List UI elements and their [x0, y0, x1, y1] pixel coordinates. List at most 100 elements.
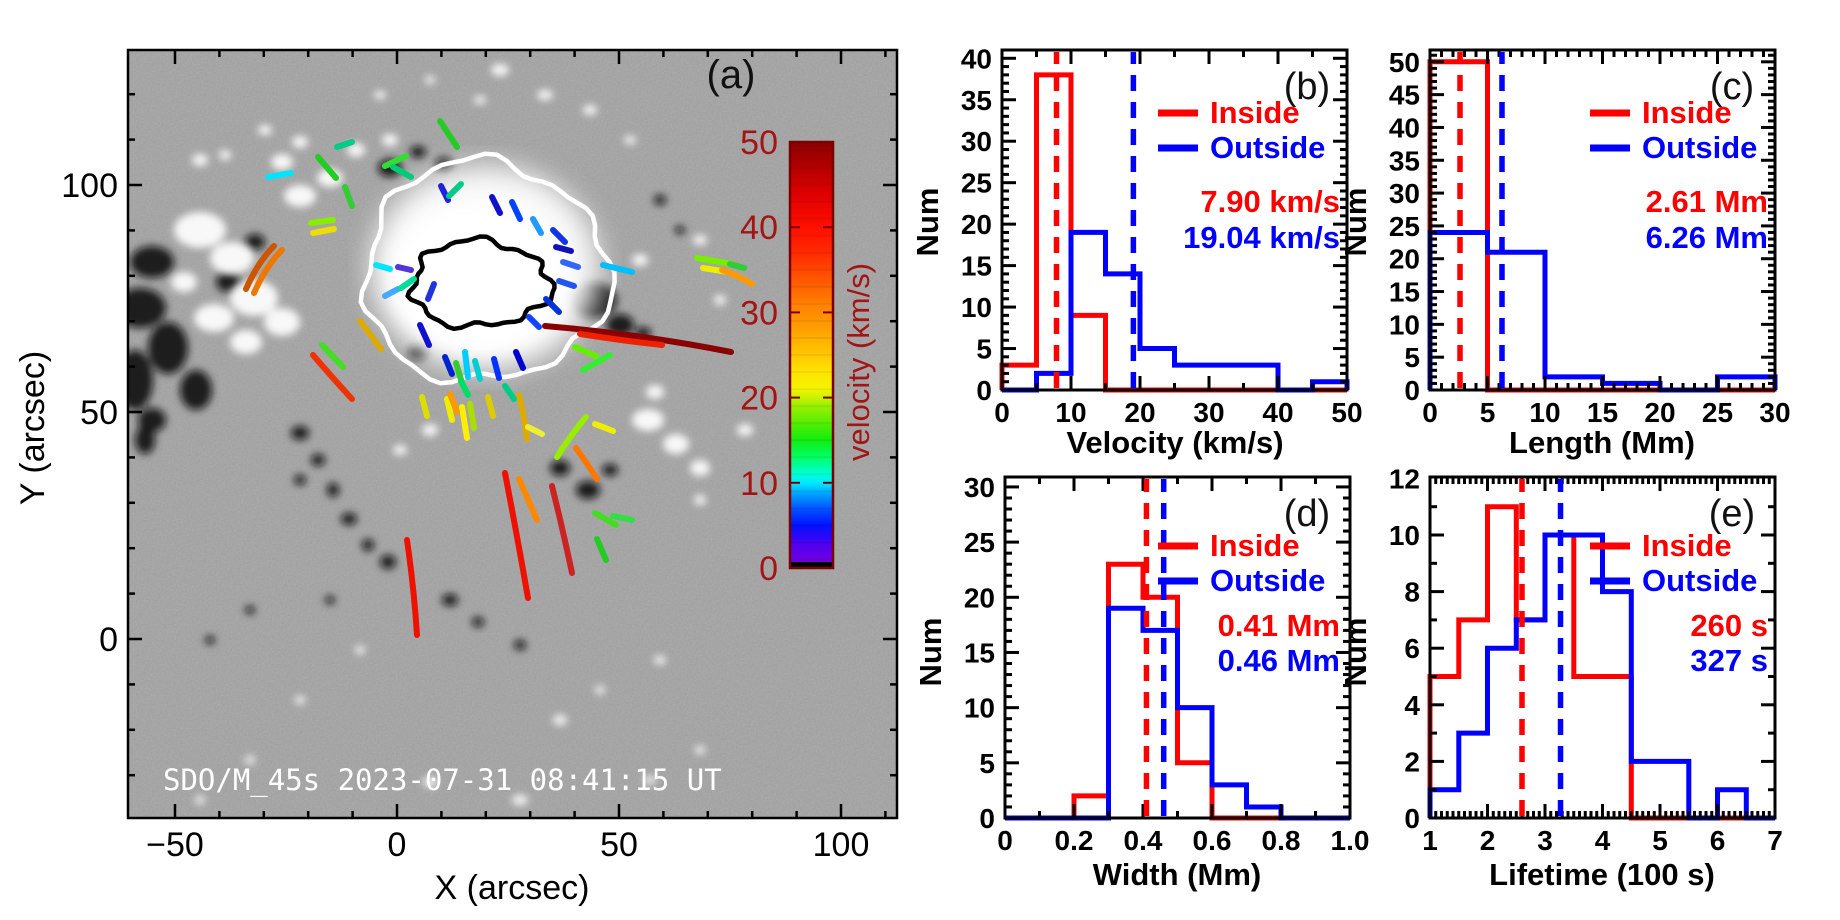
velocity-streak: [719, 267, 755, 287]
x-tick-label: 1: [1422, 825, 1438, 856]
y-tick-label: 5: [1404, 342, 1420, 373]
white-patch: [583, 105, 597, 115]
y-tick-label: 2: [1404, 746, 1420, 777]
velocity-streak: [373, 262, 393, 272]
colorbar-tick-label: 20: [740, 380, 778, 418]
y-tick-label: 0: [1404, 803, 1420, 834]
velocity-streak: [572, 344, 599, 359]
x-tick-label: 20: [1644, 397, 1675, 428]
x-tick-label: 50: [1331, 397, 1362, 428]
y-tick-label: 8: [1404, 577, 1420, 608]
y-tick-label: 50: [1389, 47, 1420, 78]
y-axis-title: Num: [1338, 618, 1373, 687]
white-patch: [553, 715, 567, 725]
y-tick-label: 30: [961, 126, 992, 157]
velocity-streak: [444, 396, 455, 423]
x-axis-title: Velocity (km/s): [1066, 425, 1283, 460]
velocity-streak: [592, 421, 616, 434]
velocity-streak: [554, 414, 589, 460]
mean-value-inside: 0.41 Mm: [1218, 608, 1340, 643]
velocity-streak: [458, 378, 471, 398]
white-patch: [295, 696, 305, 704]
white-patch: [694, 495, 706, 505]
velocity-streak: [446, 181, 464, 199]
white-patch: [210, 242, 254, 274]
velocity-streak: [395, 264, 414, 273]
hist-axes-c: [1428, 48, 1777, 392]
panel-a-caption: SDO/M_45s 2023-07-31 08:41:15 UT: [163, 763, 722, 798]
x-tick-label: 0: [997, 825, 1013, 856]
mean-value-inside: 260 s: [1690, 608, 1768, 643]
y-axis-title: Num: [913, 618, 948, 687]
velocity-streak: [577, 331, 665, 348]
velocity-streak: [462, 349, 471, 380]
y-tick-label: 10: [964, 693, 995, 724]
colorbar-tick-label: 10: [740, 465, 778, 503]
white-patch: [624, 136, 636, 144]
white-patch: [644, 776, 656, 784]
black-patch: [362, 539, 374, 551]
velocity-streak: [509, 199, 523, 222]
black-patch: [654, 195, 666, 205]
velocity-streaks: [243, 118, 755, 638]
velocity-streak: [502, 470, 531, 601]
panel-a-frame: [126, 48, 899, 820]
white-patch: [195, 796, 205, 804]
legend-label-inside: Inside: [1210, 528, 1300, 563]
y-tick-label: 0: [976, 375, 992, 406]
black-patch: [602, 464, 618, 476]
legend-label-outside: Outside: [1210, 563, 1325, 598]
colorbar-tick-label: 0: [759, 550, 778, 588]
velocity-streak: [516, 476, 540, 523]
x-tick-label: 7: [1767, 825, 1783, 856]
velocity-streak: [319, 342, 346, 370]
white-patch: [663, 434, 689, 454]
y-tick-label: 35: [1389, 145, 1420, 176]
white-patch: [474, 836, 486, 844]
y-tick-label: 15: [961, 251, 992, 282]
colorbar-tick-label: 30: [740, 294, 778, 332]
white-patch: [347, 143, 365, 157]
velocity-streak: [489, 194, 503, 216]
velocity-streak: [398, 276, 417, 291]
y-tick-label: 0: [979, 803, 995, 834]
black-patch: [380, 555, 396, 569]
velocity-streak: [553, 244, 574, 254]
velocity-streak: [334, 139, 355, 150]
y-tick-label: 0: [1404, 375, 1420, 406]
y-tick-label: 35: [961, 85, 992, 116]
velocity-streak: [417, 322, 432, 348]
y-tick-label: 4: [1404, 690, 1420, 721]
white-patch: [737, 424, 753, 436]
velocity-streak: [485, 394, 496, 419]
black-patch: [128, 288, 166, 328]
panel-a-ytick-label: 50: [80, 394, 118, 432]
white-patch: [284, 185, 316, 207]
legend-label-inside: Inside: [1210, 95, 1300, 130]
x-tick-label: 40: [1262, 397, 1293, 428]
velocity-streak: [580, 352, 613, 373]
y-tick-label: 10: [961, 292, 992, 323]
panel-label: (e): [1709, 493, 1755, 535]
panel-a-xtick-label: −50: [146, 826, 204, 864]
y-tick-label: 20: [961, 209, 992, 240]
white-patch: [474, 96, 486, 104]
x-tick-label: 0: [994, 397, 1010, 428]
black-patch: [180, 370, 212, 410]
white-patch: [512, 795, 528, 805]
black-patch: [216, 272, 240, 292]
velocity-streak: [549, 483, 575, 576]
white-contour: [358, 151, 617, 386]
black-patch: [294, 475, 306, 485]
x-tick-label: 10: [1529, 397, 1560, 428]
panel-a-y-axis-label: Y (arcsec): [14, 351, 52, 505]
mean-value-inside: 7.90 km/s: [1200, 184, 1340, 219]
white-patch: [245, 756, 255, 764]
black-patch: [410, 146, 426, 158]
legend-label-inside: Inside: [1642, 528, 1732, 563]
